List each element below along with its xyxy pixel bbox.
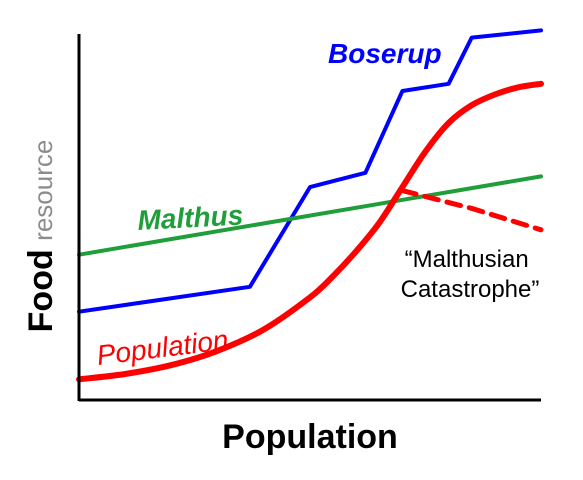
y-axis-label: Food resource — [22, 140, 60, 333]
series-line-boserup — [77, 28, 543, 314]
x-axis-label: Population — [222, 418, 398, 456]
annotation-line-2: Catastrophe” — [401, 276, 540, 303]
y-axis-label-light: resource — [28, 140, 58, 241]
series-layer — [76, 28, 544, 383]
series-label-malthus: Malthus — [137, 199, 244, 235]
annotation-line-1: “Malthusian — [405, 246, 529, 273]
catastrophe-dashed-line — [399, 188, 544, 233]
series-label-population: Population — [95, 324, 230, 371]
series-line-population — [76, 80, 544, 383]
annotation-malthusian-catastrophe: “Malthusian Catastrophe” — [401, 246, 540, 303]
series-line-malthus — [77, 174, 543, 257]
y-axis-label-bold: Food — [22, 249, 60, 332]
series-label-boserup: Boserup — [328, 38, 442, 69]
